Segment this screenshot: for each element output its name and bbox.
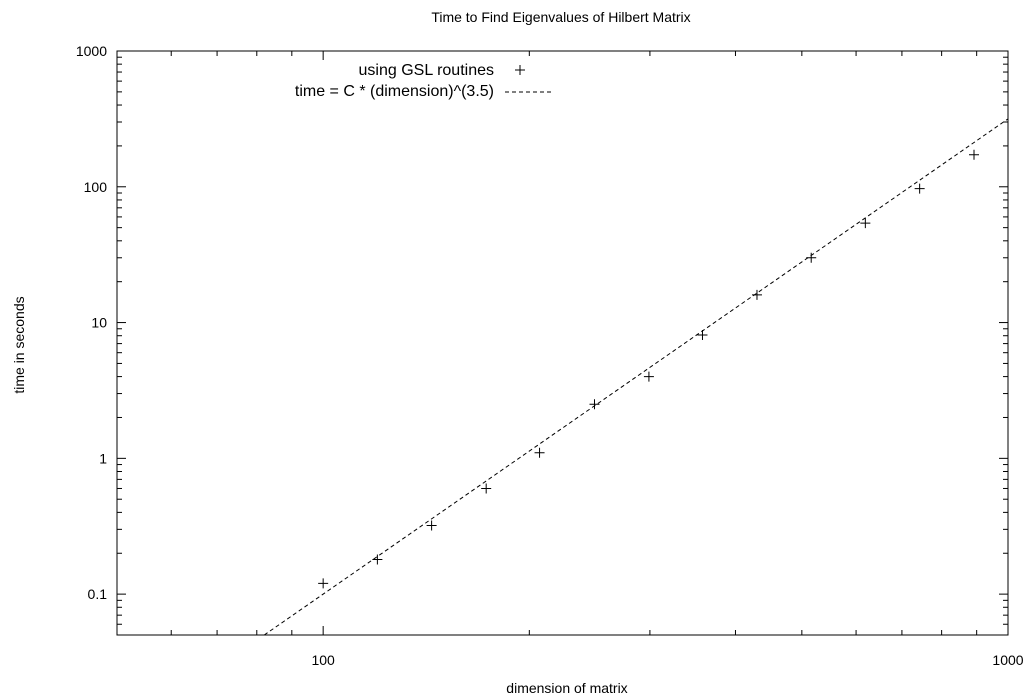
data-point bbox=[426, 520, 437, 531]
data-point bbox=[697, 329, 708, 340]
data-point bbox=[860, 218, 871, 229]
y-tick-label: 0.1 bbox=[88, 586, 108, 602]
data-point bbox=[481, 483, 492, 494]
data-point bbox=[534, 447, 545, 458]
data-point bbox=[372, 554, 383, 565]
data-point bbox=[318, 578, 329, 589]
data-points-layer bbox=[318, 149, 980, 589]
data-point bbox=[589, 399, 600, 410]
data-point bbox=[751, 289, 762, 300]
data-point bbox=[643, 371, 654, 382]
y-tick-label: 100 bbox=[84, 179, 108, 195]
x-axis-label: dimension of matrix bbox=[506, 680, 627, 696]
x-tick-label: 1000 bbox=[992, 652, 1023, 668]
fit-line bbox=[263, 118, 1009, 636]
data-point bbox=[914, 183, 925, 194]
y-tick-label: 10 bbox=[91, 315, 107, 331]
data-point bbox=[806, 252, 817, 263]
y-tick-label: 1 bbox=[99, 450, 107, 466]
legend-marker-plus bbox=[515, 65, 525, 75]
x-tick-label: 100 bbox=[311, 652, 335, 668]
axis-ticks: 100 1000 0.1 1 10 100 1000 bbox=[76, 43, 1024, 668]
legend-label-fit: time = C * (dimension)^(3.5) bbox=[295, 83, 494, 100]
chart-title: Time to Find Eigenvalues of Hilbert Matr… bbox=[431, 9, 690, 25]
legend-label-gsl: using GSL routines bbox=[359, 62, 494, 79]
data-point bbox=[969, 149, 980, 160]
plot-frame bbox=[116, 50, 1009, 636]
fit-line-layer bbox=[263, 118, 1009, 636]
y-tick-label: 1000 bbox=[76, 43, 107, 59]
y-axis-label: time in seconds bbox=[11, 296, 27, 393]
legend: using GSL routines time = C * (dimension)… bbox=[295, 62, 553, 100]
